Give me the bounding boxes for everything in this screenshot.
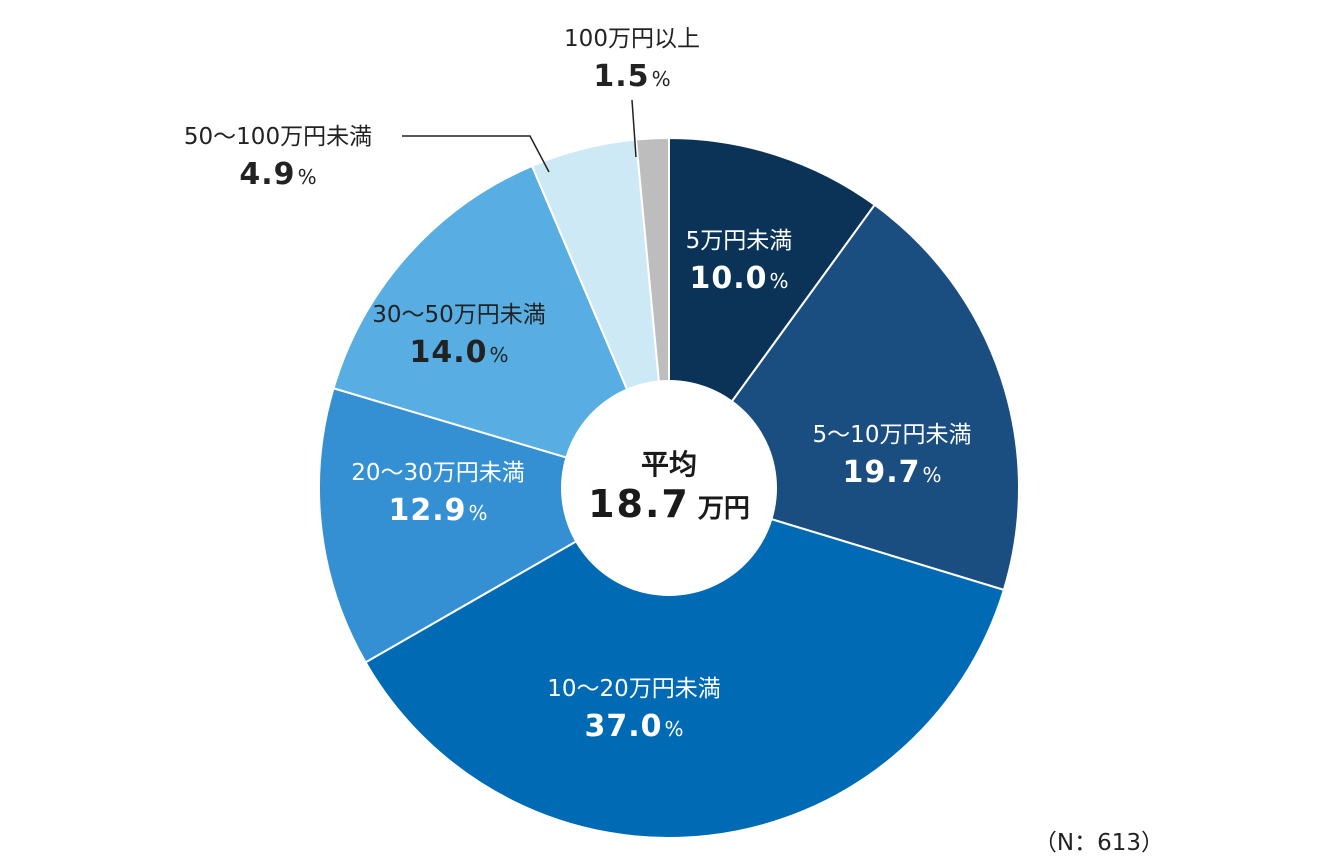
slice-label-value-4: 12.9% — [388, 493, 487, 528]
leader-line-6 — [402, 135, 550, 173]
slice-label-value-2: 19.7% — [842, 455, 941, 490]
slice-label-name-3: 10〜20万円未満 — [547, 676, 721, 702]
slice-label-name-5: 30〜50万円未満 — [372, 302, 546, 328]
sample-size-note: （N：613） — [1034, 830, 1164, 856]
center-title: 平均 — [641, 448, 697, 481]
slice-label-value-7: 1.5% — [593, 59, 670, 94]
slice-label-name-4: 20〜30万円未満 — [351, 460, 525, 486]
center-average-unit: 万円 — [698, 494, 750, 524]
pie-slice-4 — [318, 386, 672, 664]
slice-labels: 5万円未満 10.0 % 5〜10万円未満 19.7 % 10〜20万円未満 37.0 % 20〜… — [184, 26, 972, 744]
leader-lines — [402, 99, 637, 173]
center-average: 18.7 万円 — [588, 482, 750, 526]
slice-label-name-1: 5万円未満 — [686, 228, 793, 254]
slice-label-name-7: 100万円以上 — [564, 26, 700, 52]
pie-slice-3 — [364, 486, 1006, 839]
leader-line-7 — [631, 99, 637, 158]
slice-label-value-3: 37.0% — [584, 709, 683, 744]
donut-hole — [561, 380, 777, 596]
slice-label-value-5: 14.0% — [409, 335, 508, 370]
pie-slice-5 — [332, 164, 671, 490]
slice-label-name-2: 5〜10万円未満 — [813, 422, 972, 448]
slice-label-name-6: 50〜100万円未満 — [184, 124, 372, 150]
center-average-value: 18.7 — [588, 482, 690, 526]
slice-label-value-1: 10.0% — [689, 261, 788, 296]
slice-label-value-6: 4.9% — [239, 157, 316, 192]
